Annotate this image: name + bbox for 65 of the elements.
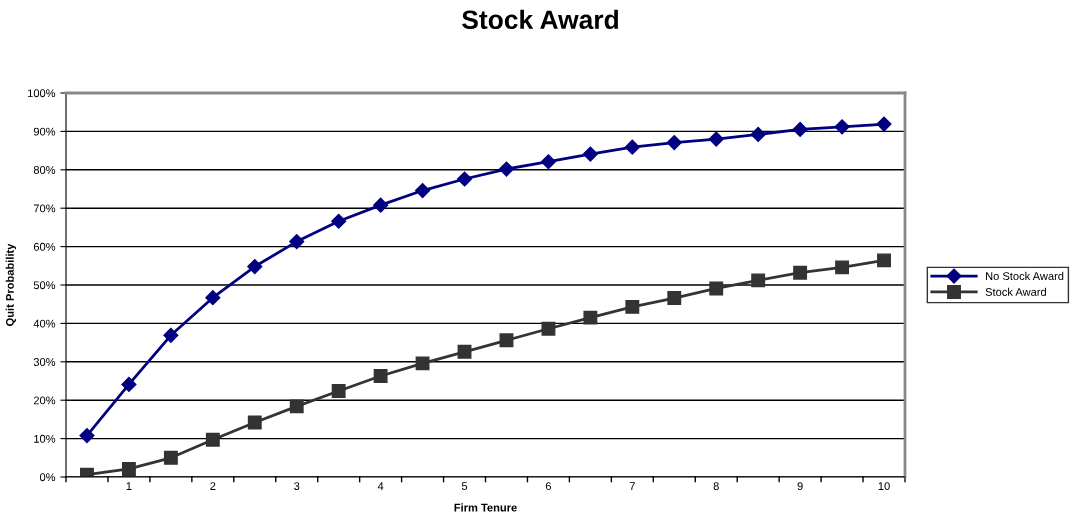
point — [666, 134, 682, 151]
point — [498, 161, 515, 177]
point — [667, 291, 682, 306]
point — [331, 213, 347, 229]
point — [373, 369, 388, 383]
point — [625, 299, 640, 314]
y-axis-title: Quit Probability — [5, 243, 17, 326]
point — [750, 126, 766, 143]
x-axis-title: Firm Tenure — [454, 503, 517, 512]
point — [331, 384, 346, 398]
point — [456, 171, 473, 187]
y-tick-label: 0% — [39, 473, 56, 482]
chart-title: Stock Award — [462, 9, 618, 30]
x-tick-label: 3 — [294, 482, 300, 491]
point — [876, 116, 892, 132]
point — [163, 327, 179, 343]
point — [583, 310, 598, 325]
point — [708, 131, 724, 147]
y-tick-label: 10% — [34, 434, 56, 443]
point — [289, 399, 304, 414]
x-tick-label: 7 — [629, 482, 635, 490]
point — [289, 234, 305, 250]
y-tick-label: 100% — [28, 89, 56, 98]
point — [247, 258, 263, 275]
point — [709, 281, 724, 296]
point — [373, 197, 389, 213]
point — [877, 253, 891, 268]
x-tick-label: 9 — [797, 482, 803, 491]
y-tick-label: 60% — [33, 242, 56, 251]
x-tick-label: 2 — [210, 482, 216, 490]
legend-label: Stock Award — [985, 287, 1046, 296]
point — [582, 146, 598, 162]
y-tick-label: 40% — [33, 319, 56, 328]
x-tick-label: 10 — [878, 482, 890, 491]
y-tick-label: 50% — [33, 281, 56, 290]
legend-label: No Stock Award — [986, 271, 1064, 281]
x-tick-label: 1 — [126, 482, 132, 490]
point — [79, 427, 95, 444]
y-tick-label: 90% — [33, 127, 56, 136]
point — [541, 321, 556, 336]
x-tick-label: 4 — [377, 482, 384, 490]
point — [415, 182, 431, 199]
x-tick-label: 8 — [713, 482, 719, 491]
point — [205, 290, 221, 306]
point — [247, 415, 262, 430]
y-tick-label: 30% — [33, 358, 56, 366]
point — [499, 333, 514, 348]
point — [834, 119, 850, 135]
point — [415, 356, 430, 371]
point — [457, 344, 472, 359]
y-tick-label: 80% — [33, 166, 56, 174]
point — [205, 432, 220, 447]
point — [540, 154, 556, 170]
x-tick-label: 5 — [461, 482, 468, 491]
point — [751, 273, 766, 288]
point — [121, 376, 137, 393]
point — [624, 139, 640, 155]
y-tick-label: 70% — [33, 204, 56, 213]
point — [793, 265, 808, 280]
y-tick-label: 20% — [33, 396, 56, 405]
x-tick-label: 6 — [545, 482, 552, 491]
point — [163, 450, 178, 465]
point — [792, 121, 808, 138]
point — [835, 260, 850, 275]
point — [121, 461, 136, 476]
